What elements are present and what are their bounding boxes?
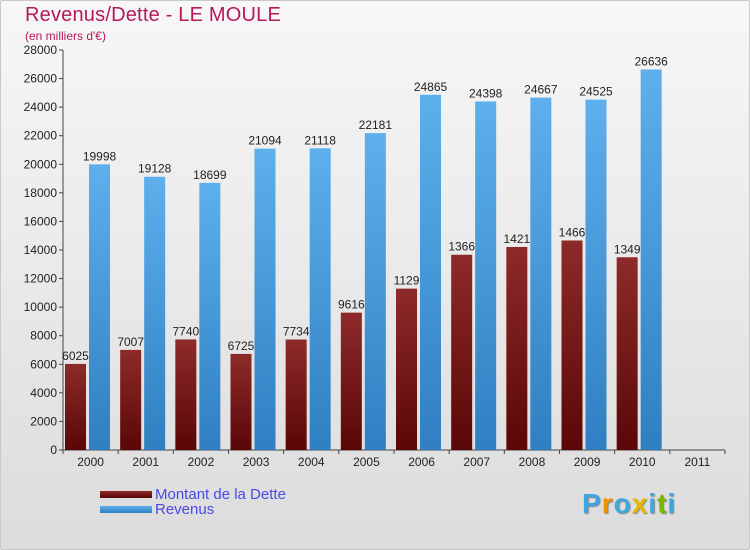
bar-revenus xyxy=(585,99,607,451)
bar-revenus xyxy=(199,182,221,450)
y-tick-label: 18000 xyxy=(24,186,58,200)
bar-revenus-label: 22181 xyxy=(359,118,393,132)
bar-revenus xyxy=(420,94,441,451)
y-tick-label: 10000 xyxy=(24,300,58,314)
y-tick-label: 14000 xyxy=(24,243,58,257)
y-tick-label: 8000 xyxy=(30,329,57,343)
bar-revenus-label: 26636 xyxy=(634,54,668,68)
legend-label-dette: Montant de la Dette xyxy=(155,486,286,503)
logo-letter: o xyxy=(613,488,632,519)
bar-revenus-label: 24398 xyxy=(469,86,503,100)
bar-revenus-label: 24525 xyxy=(579,85,613,99)
x-tick-label: 2003 xyxy=(243,455,270,469)
bar-revenus-label: 24865 xyxy=(414,80,448,94)
bar-dette xyxy=(561,240,583,450)
legend-item-dette: Montant de la Dette xyxy=(100,486,286,503)
y-tick-label: 2000 xyxy=(30,414,57,428)
bar-dette-label: 1466 xyxy=(559,225,586,239)
bar-dette xyxy=(396,288,417,450)
x-tick-label: 2004 xyxy=(298,455,325,469)
y-tick-label: 26000 xyxy=(24,72,58,86)
bar-dette xyxy=(175,339,197,450)
bar-dette xyxy=(285,339,307,450)
bar-revenus xyxy=(254,148,276,450)
x-tick-label: 2002 xyxy=(188,455,215,469)
bar-dette xyxy=(451,254,473,450)
bar-revenus xyxy=(530,97,552,450)
bar-dette xyxy=(230,353,252,450)
legend-swatch-revenus xyxy=(100,506,152,513)
logo-letter: i xyxy=(667,488,677,519)
bar-revenus xyxy=(640,69,662,450)
legend-item-revenus: Revenus xyxy=(100,501,286,518)
bar-dette-label: 1366 xyxy=(448,240,475,254)
chart-subtitle: (en milliers d'€) xyxy=(25,29,106,43)
x-tick-label: 2001 xyxy=(132,455,159,469)
logo-letter: i xyxy=(648,488,658,519)
bar-revenus xyxy=(89,164,110,451)
bar-dette-label: 7740 xyxy=(172,324,199,338)
x-tick-label: 2006 xyxy=(408,455,435,469)
bar-revenus xyxy=(475,101,497,450)
logo-letter: x xyxy=(631,488,649,519)
x-tick-label: 2000 xyxy=(77,455,104,469)
x-tick-label: 2011 xyxy=(685,455,711,469)
y-tick-label: 24000 xyxy=(24,100,58,114)
logo-letter: t xyxy=(657,488,668,519)
x-tick-label: 2007 xyxy=(463,455,490,469)
bar-dette-label: 1421 xyxy=(503,232,530,246)
bar-dette-label: 6025 xyxy=(62,349,89,363)
y-tick-label: 16000 xyxy=(24,214,58,228)
chart-title: Revenus/Dette - LE MOULE xyxy=(25,4,282,26)
bar-revenus-label: 18699 xyxy=(193,168,227,182)
bar-dette-label: 7007 xyxy=(117,335,144,349)
y-tick-label: 20000 xyxy=(24,157,58,171)
bar-dette-label: 7734 xyxy=(283,325,310,339)
x-tick-label: 2010 xyxy=(629,455,656,469)
bar-revenus xyxy=(144,176,166,450)
bar-dette-label: 1349 xyxy=(614,242,641,256)
bar-revenus-label: 21118 xyxy=(304,133,336,147)
logo-letter: r xyxy=(601,488,614,519)
bar-dette-label: 9616 xyxy=(338,298,365,312)
legend-swatch-dette xyxy=(100,491,152,498)
bar-revenus-label: 19998 xyxy=(83,149,117,163)
bar-revenus-label: 19128 xyxy=(138,162,172,176)
logo-letter: P xyxy=(582,488,602,519)
bar-revenus-label: 24667 xyxy=(524,83,558,97)
bar-dette-label: 6725 xyxy=(228,339,255,353)
x-tick-label: 2005 xyxy=(353,455,380,469)
bar-dette xyxy=(340,312,362,450)
bar-dette xyxy=(616,257,638,450)
legend-label-revenus: Revenus xyxy=(155,501,215,518)
bar-dette xyxy=(120,349,142,450)
y-tick-label: 6000 xyxy=(30,357,57,371)
y-tick-label: 12000 xyxy=(24,272,58,286)
y-tick-label: 22000 xyxy=(24,129,58,143)
y-tick-label: 0 xyxy=(50,443,57,457)
bar-revenus xyxy=(309,148,331,451)
bar-dette xyxy=(65,363,86,450)
x-tick-label: 2009 xyxy=(574,455,601,469)
x-tick-label: 2008 xyxy=(519,455,546,469)
bar-dette xyxy=(506,246,528,450)
y-tick-label: 4000 xyxy=(30,386,57,400)
y-tick-label: 28000 xyxy=(24,43,58,57)
bar-revenus-label: 21094 xyxy=(248,134,282,148)
proxiti-logo: Proxiti xyxy=(582,488,676,520)
legend: Montant de la Dette Revenus xyxy=(100,486,286,518)
bar-dette-label: 1129 xyxy=(394,274,420,288)
bar-revenus xyxy=(364,133,386,450)
